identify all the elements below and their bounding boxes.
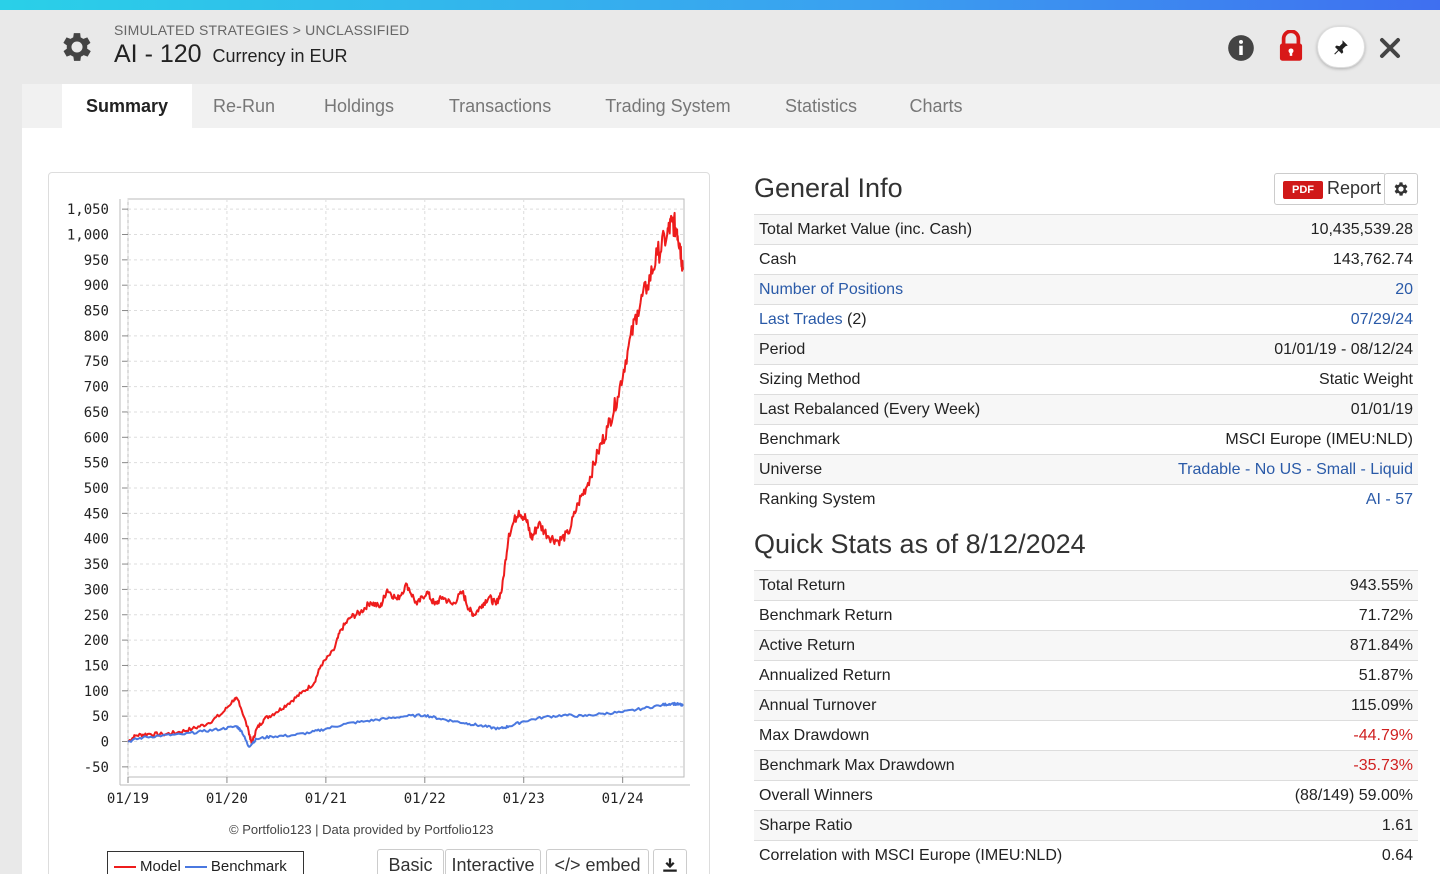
table-row: Benchmark Return 71.72% <box>754 600 1418 630</box>
tab-summary[interactable]: Summary <box>62 84 192 128</box>
performance-chart-panel: 1,050 1,000 950 900 850 800 750 700 650 600 550 500… <box>48 172 710 874</box>
table-row: Correlation with MSCI Europe (IMEU:NLD) 0… <box>754 840 1418 870</box>
y-tick-label: 850 <box>84 304 109 320</box>
y-tick-label: 550 <box>84 456 109 472</box>
table-row: Period 01/01/19 - 08/12/24 <box>754 334 1418 364</box>
download-button[interactable] <box>653 849 687 874</box>
general-info-title: General Info <box>754 173 903 203</box>
pin-button[interactable] <box>1317 26 1365 68</box>
table-row: Number of Positions 20 <box>754 274 1418 304</box>
table-row: Annualized Return 51.87% <box>754 660 1418 690</box>
table-row: Cash 143,762.74 <box>754 244 1418 274</box>
y-tick-label: 400 <box>84 532 109 548</box>
tab-holdings[interactable]: Holdings <box>323 96 395 116</box>
lock-icon[interactable] <box>1276 30 1306 62</box>
quick-stats-table: Total Return 943.55% Benchmark Return 71.7… <box>754 570 1418 870</box>
y-tick-label: 700 <box>84 380 109 396</box>
embed-button[interactable]: </> embed <box>546 849 649 874</box>
tab-statistics[interactable]: Statistics <box>784 96 858 116</box>
positions-link[interactable]: Number of Positions <box>759 281 904 298</box>
download-icon <box>663 858 677 872</box>
y-tick-label: -50 <box>84 760 109 776</box>
page-title: AI - 120 Currency in EUR <box>114 40 348 69</box>
close-icon[interactable] <box>1378 36 1402 60</box>
pdf-icon: PDF <box>1283 181 1323 199</box>
y-tick-label: 300 <box>84 582 109 598</box>
y-tick-label: 650 <box>84 405 109 421</box>
positions-count-link[interactable]: 20 <box>1395 281 1413 298</box>
info-icon[interactable] <box>1227 34 1255 62</box>
y-tick-label: 750 <box>84 354 109 370</box>
table-row: Last Rebalanced (Every Week) 01/01/19 <box>754 394 1418 424</box>
legend-benchmark[interactable]: Benchmark <box>184 858 287 874</box>
y-tick-label: 600 <box>84 430 109 446</box>
quick-stats-title: Quick Stats as of 8/12/2024 <box>754 529 1086 559</box>
strategy-name: AI - 120 <box>114 40 202 68</box>
y-tick-label: 950 <box>84 253 109 269</box>
pin-icon <box>1334 40 1348 55</box>
general-info-table: Total Market Value (inc. Cash) 10,435,539… <box>754 214 1418 514</box>
y-tick-label: 1,050 <box>67 202 109 218</box>
y-tick-label: 500 <box>84 481 109 497</box>
y-tick-label: 50 <box>92 709 109 725</box>
currency-label: Currency in EUR <box>212 46 348 66</box>
basic-button[interactable]: Basic <box>377 849 444 874</box>
tab-transactions[interactable]: Transactions <box>448 96 552 116</box>
table-row: Total Return 943.55% <box>754 570 1418 600</box>
performance-chart: 1,0501,000950900850800750700650600550500… <box>67 198 690 807</box>
table-row: Sharpe Ratio 1.61 <box>754 810 1418 840</box>
table-row: Max Drawdown -44.79% <box>754 720 1418 750</box>
y-tick-label: 200 <box>84 633 109 649</box>
tab-charts[interactable]: Charts <box>909 96 963 116</box>
last-trades-link[interactable]: Last Trades <box>759 311 843 328</box>
x-tick-label: 01/23 <box>503 791 545 807</box>
ranking-system-link[interactable]: AI - 57 <box>1365 491 1413 508</box>
pdf-report-button[interactable]: PDF Report <box>1274 173 1386 205</box>
y-tick-label: 350 <box>84 557 109 573</box>
report-settings-button[interactable] <box>1384 173 1418 205</box>
top-accent-bar <box>0 0 1440 10</box>
summary-content: 1,050 1,000 950 900 850 800 750 700 650 600 550 500… <box>22 128 1440 874</box>
table-row: Total Market Value (inc. Cash) 10,435,539… <box>754 214 1418 244</box>
last-trades-date-link[interactable]: 07/29/24 <box>1350 311 1413 328</box>
breadcrumb: SIMULATED STRATEGIES > UNCLASSIFIED <box>114 22 410 38</box>
x-tick-label: 01/19 <box>107 791 149 807</box>
series-model-line <box>127 211 684 745</box>
universe-link[interactable]: Tradable - No US - Small - Liquid <box>1177 461 1413 478</box>
y-tick-label: 250 <box>84 608 109 624</box>
table-row: Benchmark Max Drawdown -35.73% <box>754 750 1418 780</box>
y-tick-label: 0 <box>101 735 109 751</box>
y-tick-label: 150 <box>84 658 109 674</box>
x-tick-label: 01/20 <box>206 791 248 807</box>
x-tick-label: 01/24 <box>602 791 644 807</box>
x-tick-label: 01/22 <box>404 791 446 807</box>
table-row: Annual Turnover 115.09% <box>754 690 1418 720</box>
table-row: Universe Tradable - No US - Small - Liqui… <box>754 454 1418 484</box>
y-tick-label: 100 <box>84 684 109 700</box>
window-header: SIMULATED STRATEGIES > UNCLASSIFIED AI -… <box>22 10 1440 84</box>
x-tick-label: 01/21 <box>305 791 347 807</box>
series-benchmark-line <box>127 701 684 748</box>
y-tick-label: 800 <box>84 329 109 345</box>
y-tick-label: 450 <box>84 506 109 522</box>
table-row: Ranking System AI - 57 <box>754 484 1418 514</box>
tab-trading-system[interactable]: Trading System <box>605 96 731 116</box>
interactive-button[interactable]: Interactive <box>445 849 541 874</box>
y-tick-label: 900 <box>84 278 109 294</box>
table-row: Active Return 871.84% <box>754 630 1418 660</box>
chart-legend: Model Benchmark <box>107 851 304 874</box>
table-row: Last Trades (2) 07/29/24 <box>754 304 1418 334</box>
table-row: Sizing Method Static Weight <box>754 364 1418 394</box>
tab-bar: Summary Re-Run Holdings Transactions Tra… <box>22 84 1440 128</box>
info-column: General Info PDF Report Total Market Val… <box>754 168 1418 870</box>
legend-model[interactable]: Model <box>114 858 181 874</box>
y-tick-label: 1,000 <box>67 227 109 243</box>
table-row: Benchmark MSCI Europe (IMEU:NLD) <box>754 424 1418 454</box>
gear-icon[interactable] <box>58 28 96 66</box>
gear-icon <box>1394 182 1408 196</box>
chart-credit: © Portfolio123 | Data provided by Portfo… <box>229 822 494 837</box>
table-row: Overall Winners (88/149) 59.00% <box>754 780 1418 810</box>
tab-re-run[interactable]: Re-Run <box>212 96 276 116</box>
